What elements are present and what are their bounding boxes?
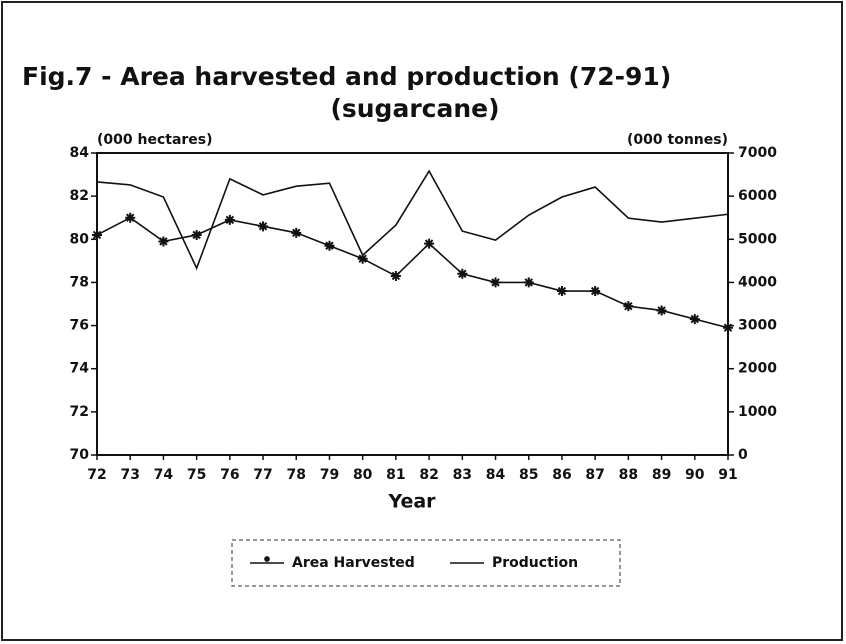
y2-tick-label: 5000 (738, 231, 777, 247)
x-tick-label: 77 (253, 467, 272, 483)
x-axis-label: Year (387, 491, 436, 513)
plot-area (96, 152, 729, 456)
x-tick-label: 87 (585, 467, 604, 483)
y-axis-label: (000 hectares) (97, 132, 213, 148)
y2-tick-label: 0 (738, 447, 748, 463)
y2-tick-label: 3000 (738, 318, 777, 334)
point-marker (258, 221, 269, 232)
x-tick-label: 74 (154, 467, 174, 483)
x-tick-label: 76 (220, 467, 239, 483)
x-tick-label: 85 (519, 467, 538, 483)
y-tick-label: 76 (70, 318, 89, 334)
point-marker (490, 277, 501, 288)
legend-marker (264, 556, 270, 562)
point-marker (92, 229, 102, 240)
x-tick-label: 90 (685, 467, 705, 483)
point-marker (457, 268, 468, 279)
series-line (96, 169, 729, 271)
x-tick-label: 86 (552, 467, 571, 483)
x-tick-label: 75 (187, 467, 206, 483)
chart-title: Fig.7 - Area harvested and production (7… (22, 62, 671, 91)
series-line (96, 216, 729, 329)
y2-axis-label: (000 tonnes) (627, 132, 728, 148)
point-marker (689, 314, 700, 325)
point-marker (125, 212, 136, 223)
point-marker (590, 286, 601, 297)
point-marker (623, 301, 634, 312)
y-tick-label: 82 (70, 188, 89, 204)
x-tick-label: 89 (652, 467, 671, 483)
legend-label: Area Harvested (292, 555, 415, 571)
y-tick-label: 78 (70, 274, 89, 290)
point-marker (656, 305, 667, 316)
x-tick-label: 84 (486, 467, 506, 483)
point-marker (324, 240, 335, 251)
point-marker (191, 229, 202, 240)
point-marker (424, 238, 435, 249)
x-tick-label: 91 (718, 467, 737, 483)
x-tick-label: 78 (287, 467, 306, 483)
x-tick-label: 72 (87, 467, 106, 483)
point-marker (357, 253, 368, 264)
point-marker (224, 214, 235, 225)
point-marker (723, 322, 733, 333)
point-marker (390, 270, 401, 281)
x-tick-label: 83 (453, 467, 472, 483)
x-tick-label: 80 (353, 467, 373, 483)
point-marker (158, 236, 169, 247)
y-tick-label: 84 (70, 145, 90, 161)
x-tick-label: 79 (320, 467, 339, 483)
y2-tick-label: 1000 (738, 404, 777, 420)
y-tick-label: 80 (70, 231, 90, 247)
point-marker (556, 286, 567, 297)
y2-tick-label: 2000 (738, 361, 777, 377)
y2-tick-label: 7000 (738, 145, 777, 161)
point-marker (523, 277, 534, 288)
x-tick-label: 73 (120, 467, 139, 483)
y-tick-label: 74 (70, 361, 90, 377)
x-tick-label: 82 (419, 467, 438, 483)
y-tick-label: 70 (70, 447, 90, 463)
x-tick-label: 81 (386, 467, 405, 483)
point-marker (291, 227, 302, 238)
y-tick-label: 72 (70, 404, 89, 420)
y2-tick-label: 6000 (738, 188, 777, 204)
y2-tick-label: 4000 (738, 274, 777, 290)
legend-label: Production (492, 555, 578, 571)
chart-subtitle: (sugarcane) (330, 94, 499, 123)
x-tick-label: 88 (619, 467, 638, 483)
